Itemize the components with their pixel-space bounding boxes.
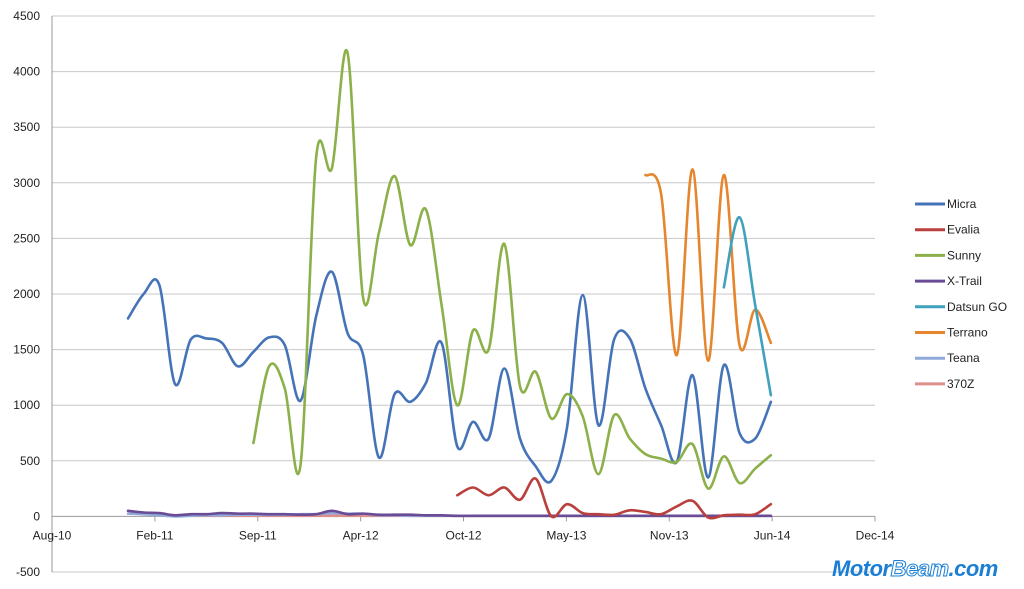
- series-line-x-trail: [126, 509, 773, 518]
- legend-item-sunny: Sunny: [915, 248, 981, 262]
- gridlines: [51, 15, 875, 573]
- legend-label: X-Trail: [947, 274, 982, 288]
- y-tick-label: 2500: [13, 231, 40, 245]
- legend-label: Evalia: [947, 223, 980, 237]
- x-tick-label: Sep-11: [239, 528, 277, 542]
- y-tick-label: 1500: [13, 343, 40, 357]
- series-line-terrano: [644, 168, 773, 363]
- legend: Micra Evalia Sunny X-Trail Datsun GO Terrano T…: [915, 197, 1007, 391]
- legend-item-teana: Teana: [915, 351, 980, 365]
- y-tick-label: 4000: [13, 65, 40, 79]
- y-tick-label: 3000: [13, 176, 40, 190]
- series-line-evalia: [455, 477, 773, 520]
- y-tick-label: 4500: [13, 9, 40, 23]
- x-tick-label: Feb-11: [136, 528, 173, 542]
- motorbeam-logo: MotorBeam.com: [832, 556, 998, 582]
- series-line-micra: [126, 270, 773, 484]
- y-tick-label: 3500: [13, 120, 40, 134]
- y-tick-label: 1000: [13, 398, 40, 412]
- legend-label: Terrano: [947, 326, 988, 340]
- y-tick-label: 500: [20, 454, 40, 468]
- series-line-sunny: [252, 48, 773, 490]
- legend-item-terrano: Terrano: [915, 326, 988, 340]
- legend-label: Datsun GO: [947, 300, 1007, 314]
- legend-item-evalia: Evalia: [915, 223, 980, 237]
- legend-label: Micra: [947, 197, 977, 211]
- series-lines: [126, 48, 773, 520]
- x-tick-label: Nov-13: [650, 528, 689, 542]
- x-tick-label: Aug-10: [33, 528, 72, 542]
- x-tick-label: Oct-12: [445, 528, 481, 542]
- x-tick-label: May-13: [546, 528, 586, 542]
- legend-item-x-trail: X-Trail: [915, 274, 982, 288]
- legend-item-370z: 370Z: [915, 377, 974, 391]
- legend-label: Teana: [947, 351, 980, 365]
- x-tick-label: Jun-14: [754, 528, 791, 542]
- series-line-datsun-go: [722, 215, 773, 397]
- y-tick-label: 0: [33, 509, 40, 523]
- y-tick-label: 2000: [13, 287, 40, 301]
- x-tick-label: Apr-12: [343, 528, 379, 542]
- x-axis-ticks: Aug-10 Feb-11 Sep-11 Apr-12 Oct-12 May-13 Nov-…: [33, 516, 895, 542]
- legend-label: Sunny: [947, 248, 981, 262]
- x-tick-label: Dec-14: [856, 528, 895, 542]
- legend-item-micra: Micra: [915, 197, 977, 211]
- y-tick-label: -500: [16, 565, 40, 579]
- legend-label: 370Z: [947, 377, 974, 391]
- y-axis-ticks: -500 0 500 1000 1500 2000 2500 3000 3500 4000 4500: [13, 9, 40, 579]
- legend-item-datsun-go: Datsun GO: [915, 300, 1007, 314]
